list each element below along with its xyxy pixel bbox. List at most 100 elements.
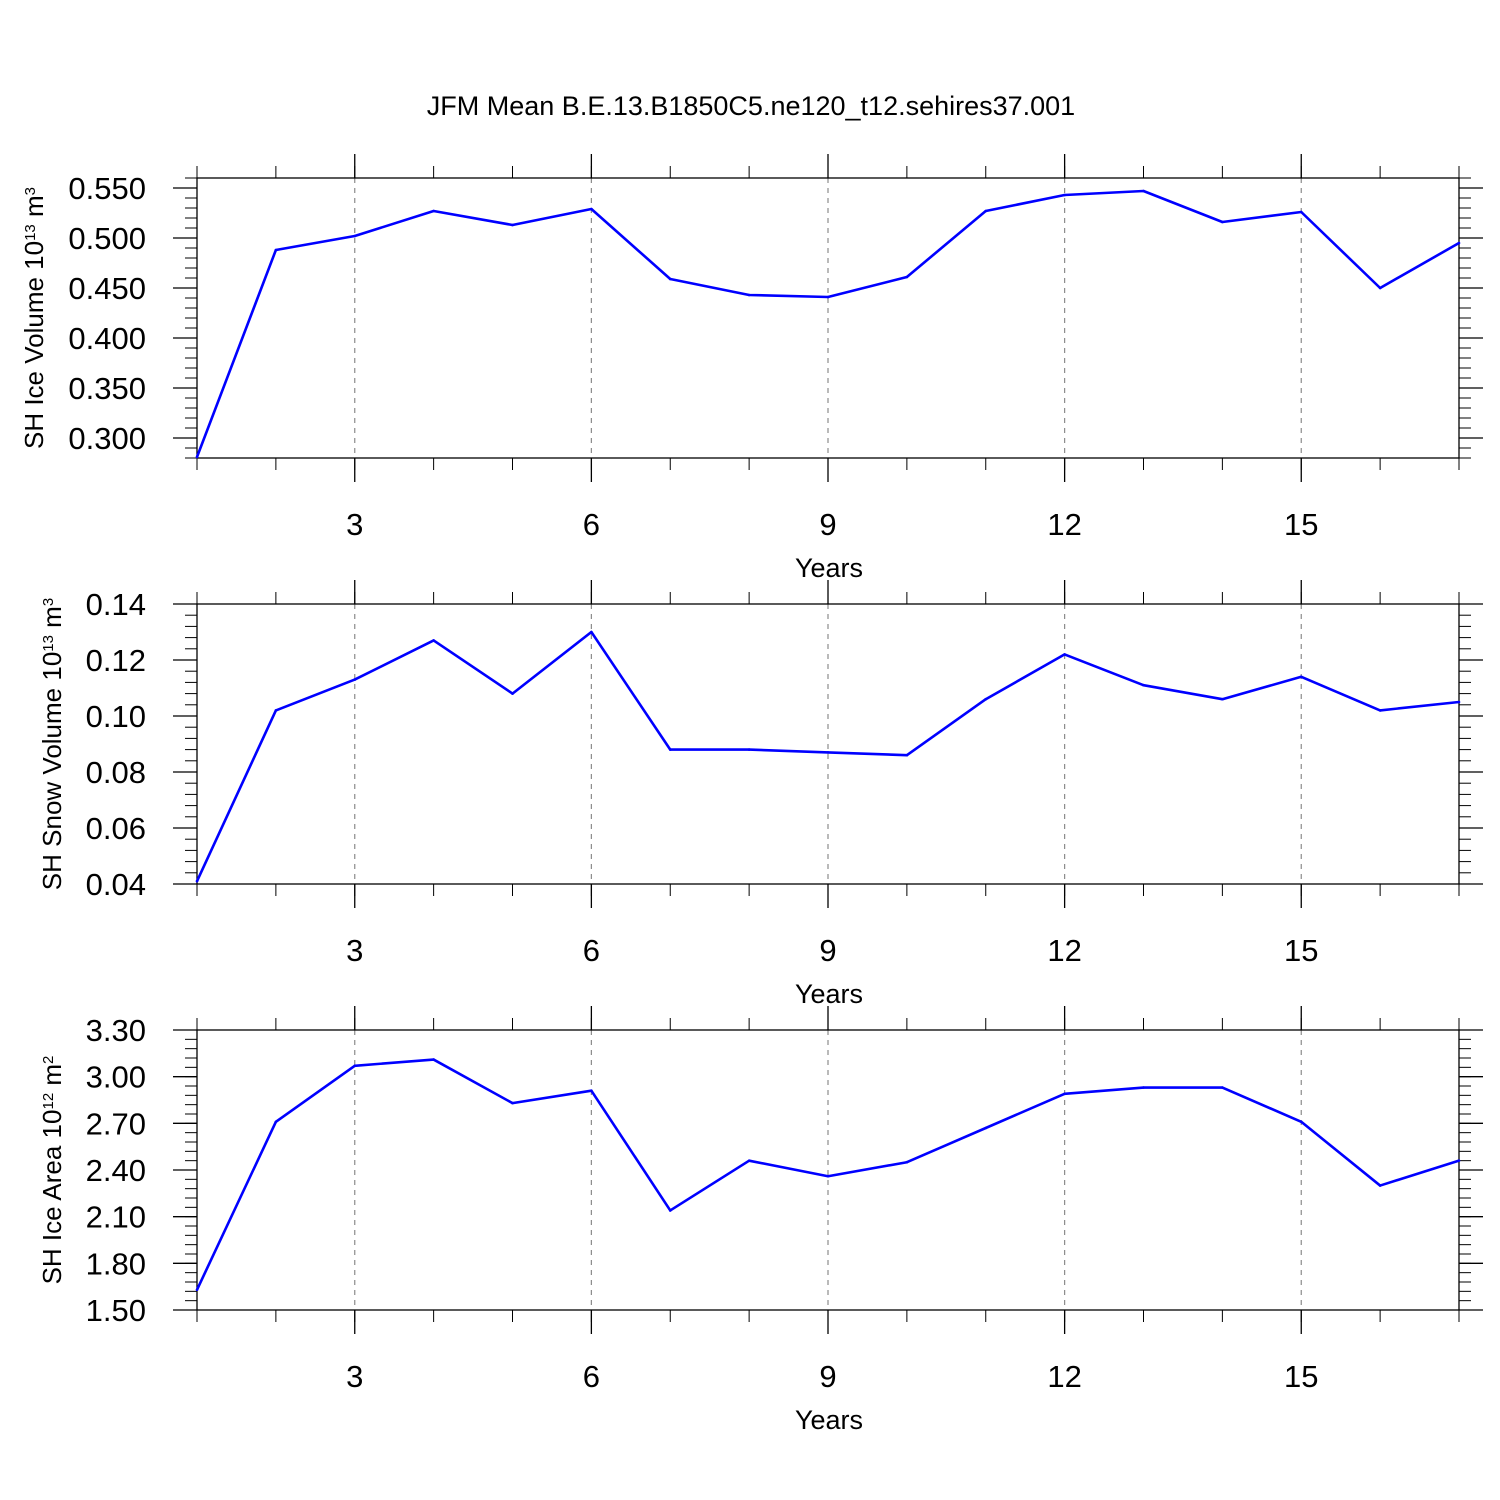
x-tick-label: 15: [1284, 507, 1318, 542]
y-tick-label: 0.350: [68, 371, 146, 406]
y-axis-label-superscript: 2: [40, 1056, 57, 1064]
y-tick-label: 0.400: [68, 321, 146, 356]
x-tick-label: 9: [819, 507, 836, 542]
x-tick-label: 9: [819, 933, 836, 968]
data-point: [195, 1288, 199, 1292]
figure-title: JFM Mean B.E.13.B1850C5.ne120_t12.sehire…: [427, 91, 1075, 121]
x-axis-label: Years: [795, 979, 863, 1009]
x-tick-label: 9: [819, 1359, 836, 1394]
x-tick-label: 6: [583, 507, 600, 542]
y-axis-label-text: SH Ice Volume 10: [19, 241, 49, 449]
data-point: [1063, 1092, 1066, 1096]
data-point: [747, 748, 751, 751]
data-point: [1457, 700, 1461, 704]
data-point: [1378, 709, 1382, 712]
data-point: [274, 1120, 278, 1124]
y-tick-label: 0.450: [68, 271, 146, 306]
y-tick-label: 1.80: [86, 1246, 146, 1281]
y-axis-label-superscript: 3: [22, 187, 39, 195]
data-point: [1063, 653, 1066, 656]
data-point: [984, 209, 988, 213]
data-point: [590, 630, 593, 634]
data-point: [432, 209, 435, 213]
y-tick-label: 0.08: [86, 755, 146, 790]
chart-panel-1: 3 6 9 12 15 0.300 0.350 0.400 0.450 0.500 0.550 Yea…: [19, 154, 1483, 583]
data-point: [984, 697, 988, 701]
data-point: [274, 709, 278, 712]
y-axis-label: SH Ice Volume 1013 m3: [19, 187, 49, 449]
x-tick-label: 15: [1284, 1359, 1318, 1394]
data-point: [195, 455, 199, 459]
data-point: [1378, 286, 1382, 290]
y-axis-label-superscript: 13: [22, 224, 39, 241]
y-axis-label-text: SH Snow Volume 10: [37, 652, 67, 890]
y-tick-label: 1.50: [86, 1293, 146, 1328]
x-tick-label: 12: [1047, 1359, 1081, 1394]
y-axis-label: SH Ice Area 1012 m2: [37, 1056, 67, 1285]
data-point: [905, 1160, 909, 1164]
data-point: [1457, 241, 1461, 245]
data-point: [590, 1089, 593, 1092]
x-tick-label: 3: [346, 1359, 363, 1394]
y-tick-label: 0.14: [86, 587, 146, 622]
data-point: [1457, 1159, 1461, 1162]
data-point: [353, 234, 357, 238]
data-point: [668, 1209, 672, 1212]
data-point: [353, 678, 357, 681]
chart-panel-3: 3 6 9 12 15 1.50 1.80 2.10 2.40 2.70 3.00 3.30 Years…: [37, 1006, 1483, 1435]
y-axis-label-superscript: 3: [40, 598, 57, 606]
data-point: [274, 248, 278, 252]
data-point: [668, 748, 672, 751]
y-tick-label: 2.70: [86, 1106, 146, 1141]
x-tick-label: 3: [346, 933, 363, 968]
y-tick-label: 0.06: [86, 811, 146, 846]
y-tick-label: 2.40: [86, 1153, 146, 1188]
data-point: [984, 1126, 988, 1130]
y-axis-label-text: SH Ice Area 10: [37, 1110, 67, 1285]
data-point: [432, 1058, 435, 1061]
y-axis-label-text: m: [37, 606, 67, 635]
y-axis-label-text: m: [19, 195, 49, 224]
y-axis-label: SH Snow Volume 1013 m3: [37, 598, 67, 890]
data-point: [1221, 220, 1224, 224]
data-point: [511, 692, 514, 695]
y-axis-label-superscript: 13: [40, 635, 57, 652]
data-point: [826, 295, 830, 299]
data-point: [1299, 675, 1303, 679]
data-point: [353, 1064, 357, 1068]
data-point: [590, 207, 593, 211]
data-point: [1142, 683, 1145, 687]
data-point: [1142, 1086, 1145, 1089]
x-tick-label: 12: [1047, 507, 1081, 542]
x-axis-label: Years: [795, 553, 863, 583]
data-point: [1063, 193, 1066, 197]
data-point: [1221, 1086, 1224, 1089]
data-point: [747, 1159, 751, 1162]
y-tick-label: 0.500: [68, 221, 146, 256]
data-point: [1142, 189, 1145, 193]
x-axis-label: Years: [795, 1405, 863, 1435]
x-tick-label: 12: [1047, 933, 1081, 968]
x-tick-label: 6: [583, 1359, 600, 1394]
data-point: [1221, 697, 1224, 701]
data-point: [1299, 1120, 1303, 1124]
y-tick-label: 2.10: [86, 1200, 146, 1235]
data-point: [905, 753, 909, 757]
y-tick-label: 0.300: [68, 421, 146, 456]
data-point: [668, 277, 672, 281]
y-tick-label: 3.00: [86, 1060, 146, 1095]
data-point: [1378, 1184, 1382, 1187]
data-point: [747, 293, 751, 297]
y-tick-label: 0.10: [86, 699, 146, 734]
chart-panels: 3 6 9 12 15 0.300 0.350 0.400 0.450 0.500 0.550 Yea…: [19, 154, 1483, 1435]
data-point: [432, 639, 435, 642]
data-point: [511, 1101, 514, 1105]
data-point: [511, 223, 514, 227]
x-tick-label: 3: [346, 507, 363, 542]
data-point: [905, 275, 909, 279]
data-point: [826, 751, 830, 754]
x-tick-label: 6: [583, 933, 600, 968]
y-tick-label: 0.550: [68, 171, 146, 206]
y-axis-label-text: m: [37, 1064, 67, 1093]
